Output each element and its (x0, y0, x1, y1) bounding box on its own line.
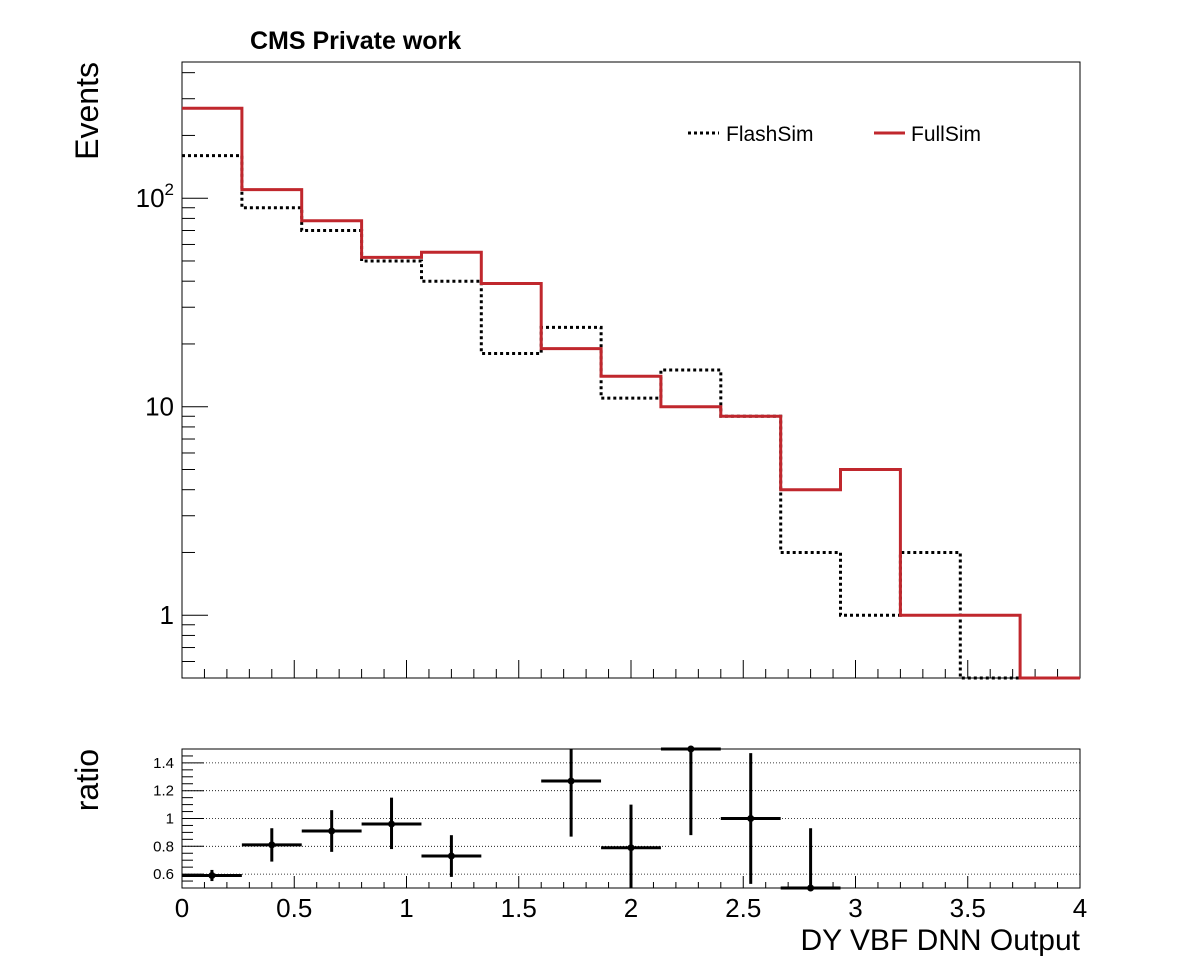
ratio-y-tick-label: 1.2 (153, 783, 174, 800)
x-tick-label: 3 (848, 893, 862, 923)
x-tick-label: 0.5 (276, 893, 312, 923)
x-tick-label: 2 (624, 893, 638, 923)
ratio-y-axis-label: ratio (69, 749, 105, 811)
main-series-group (182, 106, 1080, 680)
ratio-marker (687, 745, 695, 753)
ratio-points-group (182, 745, 841, 892)
ratio-point (720, 753, 781, 884)
histogram-line-fullsim (182, 106, 1080, 680)
ratio-marker (627, 844, 635, 852)
main-y-ticks: 1 10 102 (136, 72, 208, 679)
x-tick-label: 0 (175, 893, 189, 923)
series-fullsim (182, 106, 1080, 680)
histogram-line-flashsim (182, 154, 1080, 680)
ratio-marker (567, 777, 575, 785)
ratio-point (660, 745, 721, 836)
ratio-y-tick-label: 1.4 (153, 755, 174, 772)
ratio-marker (328, 827, 336, 835)
y-tick-label: 10 (145, 392, 174, 422)
x-tick-label: 2.5 (725, 893, 761, 923)
ratio-point (301, 810, 362, 852)
ratio-point (182, 869, 242, 882)
ratio-marker (807, 884, 815, 892)
x-tick-label: 4 (1073, 893, 1087, 923)
ratio-panel: 0.6 0.8 1 1.2 1.4 0 0.5 1 1.5 2 2.5 3 3.5 4 ratio DY… (69, 745, 1087, 957)
ratio-marker (268, 841, 276, 849)
ratio-point (541, 749, 602, 837)
x-tick-label: 1.5 (501, 893, 537, 923)
x-axis-label: DY VBF DNN Output (800, 924, 1080, 957)
ratio-marker (388, 820, 396, 828)
ratio-marker (208, 871, 216, 879)
legend-label-fullsim: FullSim (911, 123, 981, 146)
legend-label-flashsim: FlashSim (726, 123, 814, 146)
ratio-y-tick-label: 0.8 (153, 838, 174, 855)
ratio-point (780, 828, 841, 892)
ratio-point (421, 835, 482, 877)
legend: FlashSim FullSim (688, 123, 981, 146)
x-tick-label: 3.5 (950, 893, 986, 923)
ratio-marker (447, 852, 455, 860)
series-flashsim (182, 154, 1080, 680)
main-y-axis-label: Events (69, 62, 105, 160)
chart-title: CMS Private work (250, 27, 461, 55)
x-tick-label: 1 (399, 893, 413, 923)
main-x-ticks (181, 660, 1081, 678)
ratio-marker (747, 815, 755, 822)
ratio-y-tick-label: 1 (166, 811, 174, 828)
ratio-point (601, 804, 661, 888)
ratio-y-ticks: 0.6 0.8 1 1.2 1.4 (153, 748, 204, 889)
ratio-x-ticks: 0 0.5 1 1.5 2 2.5 3 3.5 4 (175, 876, 1087, 923)
y-tick-label: 102 (136, 180, 174, 213)
ratio-y-tick-label: 0.6 (153, 866, 174, 883)
ratio-point (241, 828, 302, 862)
y-tick-label: 1 (160, 600, 174, 630)
ratio-point (361, 797, 422, 850)
main-plot-frame (181, 61, 1081, 679)
